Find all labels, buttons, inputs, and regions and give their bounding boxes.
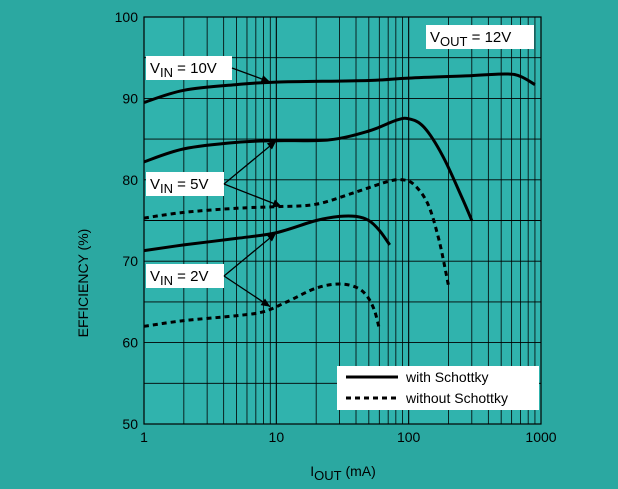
tick-labels: 1 10 100 1000 50 60 70 80 90 100 — [115, 9, 557, 445]
series-line-vin-5v-with-schottky — [143, 116, 474, 222]
annotation-vin5: VIN = 5V — [146, 172, 224, 196]
axis-labels: EFFICIENCY (%) IOUT (mA) — [75, 229, 376, 483]
x-tick-label: 1000 — [525, 429, 556, 445]
annotation-arrow-head — [260, 298, 271, 307]
legend: with Schottky without Schottky — [337, 366, 539, 410]
y-tick-label: 60 — [122, 335, 138, 351]
annotation-arrow-head — [271, 199, 282, 208]
annotation-vout: VOUT = 12V — [426, 25, 534, 49]
x-tick-label: 10 — [269, 429, 285, 445]
annotations: VIN = 10V VIN = 5V VIN = 2V VOUT = 12V — [146, 25, 534, 308]
series-line-vin-2v-with-schottky — [143, 214, 392, 253]
y-axis-label: EFFICIENCY (%) — [75, 229, 91, 338]
annotation-vin2: VIN = 2V — [146, 264, 224, 288]
annotation-arrow-head — [266, 232, 277, 242]
annotation-arrow-line — [223, 232, 277, 277]
annotation-text: VIN = 5V — [150, 176, 208, 196]
grid-lines — [144, 17, 541, 424]
x-tick-label: 100 — [397, 429, 421, 445]
annotation-text: VIN = 10V — [150, 60, 217, 80]
annotation-arrow-head — [260, 75, 271, 83]
y-tick-label: 50 — [122, 416, 138, 432]
series-line-vin-10v-with-schottky — [143, 72, 536, 104]
y-tick-label: 90 — [122, 90, 138, 106]
annotation-box — [146, 56, 232, 80]
annotation-box — [146, 264, 224, 288]
annotation-text: VIN = 2V — [150, 268, 208, 288]
annotation-box — [426, 25, 534, 49]
annotation-arrow-line — [223, 275, 271, 308]
plot-frame — [143, 16, 542, 425]
y-tick-label: 70 — [122, 253, 138, 269]
annotation-text: VOUT = 12V — [430, 29, 511, 49]
legend-label: with Schottky — [405, 369, 488, 385]
x-tick-label: 1 — [140, 429, 148, 445]
y-tick-label: 80 — [122, 172, 138, 188]
y-tick-label: 100 — [115, 9, 139, 25]
annotation-arrow-line — [223, 183, 283, 208]
annotation-vin10: VIN = 10V — [146, 56, 232, 80]
annotation-arrow-line — [223, 140, 277, 185]
series-line-vin-2v-without-schottky — [143, 282, 381, 330]
annotation-box — [146, 172, 224, 196]
annotation-arrow-head — [266, 140, 277, 150]
legend-label: without Schottky — [405, 390, 508, 406]
series-lines — [143, 72, 536, 330]
x-axis-label: IOUT (mA) — [310, 463, 376, 483]
legend-box — [337, 366, 539, 410]
